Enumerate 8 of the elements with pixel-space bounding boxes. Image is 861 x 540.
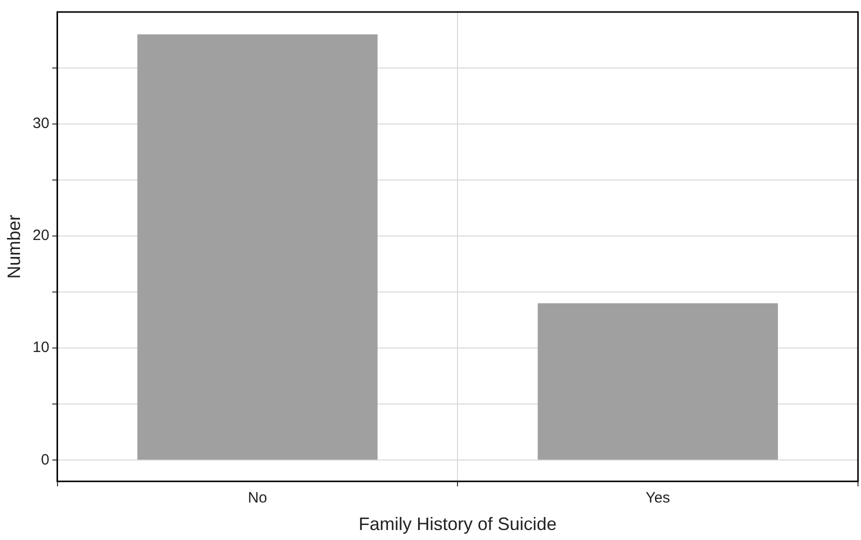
y-tick-label: 0 <box>40 451 50 468</box>
y-axis-title: Number <box>4 214 24 279</box>
x-tick-label: Yes <box>646 490 670 507</box>
x-tick-label: No <box>248 490 268 507</box>
y-tick-label: 10 <box>32 339 50 356</box>
y-tick-label: 30 <box>32 115 50 132</box>
y-tick-label: 20 <box>32 227 50 244</box>
x-axis-title: Family History of Suicide <box>358 514 557 534</box>
